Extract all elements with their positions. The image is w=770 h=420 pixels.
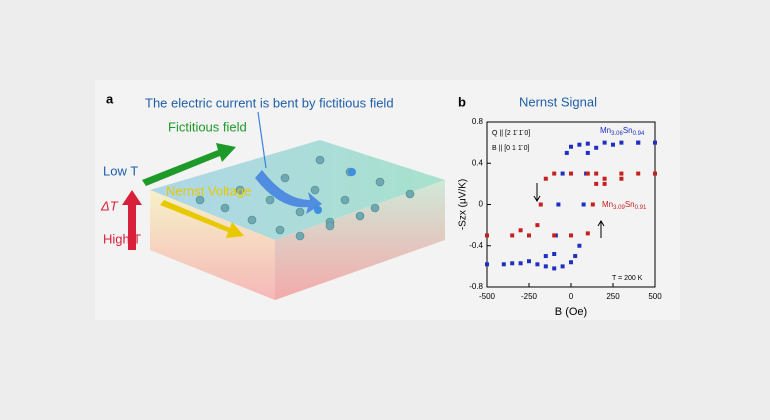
x-tick-label: -250 [521,292,538,301]
data-point [560,171,565,176]
panel-label: b [458,94,466,109]
data-point [602,181,607,186]
panel-label: a [106,91,114,106]
data-point [602,140,607,145]
data-point [602,176,607,181]
data-point [619,176,624,181]
box-side [275,180,445,300]
data-point [611,142,615,147]
delta-label: ΔT [100,198,119,213]
low-label: Low T [103,163,138,178]
y-tick-label: -0.4 [469,241,483,250]
caption: The electric current is bent by fictitio… [145,95,394,110]
data-point [543,176,548,181]
data-point [518,261,523,266]
data-point [527,233,531,238]
data-point [585,171,590,176]
x-tick-label: 500 [648,292,662,301]
data-point [556,202,561,207]
arrow-up [597,220,605,238]
data-point [510,233,515,238]
data-point [636,171,641,176]
data-point [653,140,657,145]
data-point [577,142,582,147]
gradient-arrow [122,190,142,250]
chart-title: Nernst Signal [519,94,597,109]
arrow-down [533,183,541,202]
fictitious-arrow [142,143,236,186]
y-tick-label: 0.8 [472,117,484,126]
nernst-arrow [160,200,244,238]
y-tick-label: 0.4 [472,158,484,167]
data-point [585,150,590,155]
current-arrow [255,170,322,214]
box-front [150,190,275,300]
fictitious-label: Fictitious field [168,119,247,134]
data-point [585,141,590,146]
x-tick-label: 0 [569,292,574,301]
data-point [552,266,557,271]
data-point [594,171,599,176]
annotation: B || [0 1 1̄ 0] [492,145,530,152]
data-point [552,171,557,176]
y-tick-label: -0.8 [469,282,483,291]
data-point [564,150,569,155]
data-point [552,252,557,256]
data-point [594,145,599,150]
x-axis-label: B (Oe) [555,306,587,318]
data-point [590,202,595,207]
data-point [619,171,624,176]
annotation: T = 200 K [612,275,643,282]
x-tick-label: -500 [479,292,496,301]
y-tick-label: 0 [479,200,484,209]
box-top [150,140,445,240]
data-point [560,264,565,269]
high-label: High T [103,231,141,246]
atoms [195,155,415,241]
legend-label: Mn3.06Sn0.94 [600,126,645,136]
x-tick-label: 250 [606,292,620,301]
nernst-label: Nernst Voltage [166,183,251,198]
data-point [552,233,557,238]
data-point [619,140,624,145]
data-point [653,171,657,176]
electron [348,168,356,176]
panel-a: a The electric current is bent by fictit… [100,91,445,300]
data-point [585,231,590,236]
data-point [485,262,489,267]
data-point [543,254,548,259]
data-point [518,228,523,233]
data-point [569,144,573,149]
data-point [535,262,540,267]
electron [314,206,322,214]
annotation: Q || [2 1̄ 1̄ 0] [492,130,530,137]
y-axis-label: -Szx (μV/K) [458,179,469,230]
data-point [535,223,540,228]
data-point [581,202,586,207]
data-point [538,202,543,207]
data-point [573,254,578,259]
data-point [577,243,582,248]
data-point [569,260,573,265]
data-point [636,140,641,145]
callout-line [257,111,267,169]
data-point [485,233,489,238]
data-point [594,181,599,186]
data-point [510,261,515,266]
data-point [569,171,573,176]
legend-label: Mn3.09Sn0.91 [602,200,647,210]
data-point [501,262,506,267]
data-point [543,264,548,269]
data-point [569,233,573,238]
data-point [527,259,531,264]
